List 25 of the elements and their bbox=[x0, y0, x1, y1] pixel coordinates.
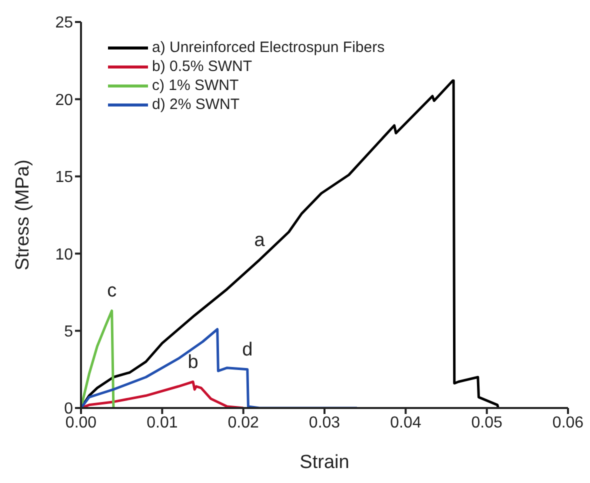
x-tick-label: 0.03 bbox=[308, 414, 340, 432]
y-tick-label: 25 bbox=[55, 14, 74, 32]
annotation: c bbox=[107, 280, 117, 302]
annotation: d bbox=[242, 339, 253, 360]
annotation: a bbox=[254, 230, 266, 251]
x-tick-label: 0.04 bbox=[390, 414, 422, 432]
x-tick-label: 0.00 bbox=[65, 414, 97, 432]
y-tick-label: 5 bbox=[64, 323, 74, 340]
line-series bbox=[81, 309, 115, 408]
x-tick-label: 0.02 bbox=[228, 414, 260, 432]
line-series bbox=[81, 380, 245, 408]
x-tick-label: 0.01 bbox=[146, 414, 178, 432]
x-axis-title: Strain bbox=[300, 452, 350, 473]
y-tick-label: 20 bbox=[55, 92, 74, 109]
legend-label: d) 2% SWNT bbox=[152, 95, 240, 114]
annotation: b bbox=[188, 352, 198, 373]
legend-label: b) 0.5% SWNT bbox=[152, 57, 252, 76]
legend-label: c) 1% SWNT bbox=[152, 76, 239, 95]
line-series bbox=[81, 79, 500, 408]
x-tick-label: 0.06 bbox=[552, 414, 584, 432]
y-axis-title: Stress (MPa) bbox=[12, 160, 34, 270]
y-tick-label: 15 bbox=[55, 169, 74, 186]
y-tick-label: 10 bbox=[55, 246, 74, 264]
x-tick-label: 0.05 bbox=[471, 414, 503, 432]
legend-label: a) Unreinforced Electrospun Fibers bbox=[152, 38, 385, 57]
